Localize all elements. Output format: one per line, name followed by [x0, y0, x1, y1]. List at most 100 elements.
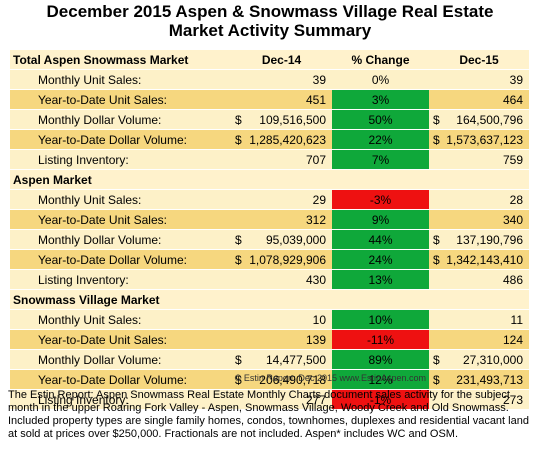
currency-symbol: $	[433, 232, 440, 247]
dollar-value: 27,310,000	[462, 352, 523, 367]
row-label: Year-to-Date Unit Sales:	[10, 209, 231, 230]
dec-15-value: 39	[429, 69, 529, 90]
dollar-value: 14,477,500	[265, 352, 326, 367]
dec-14-value: $95,039,000	[231, 229, 332, 250]
dec-15-value: $137,190,796	[429, 229, 529, 250]
currency-symbol: $	[433, 112, 440, 127]
dec-14-value: $1,285,420,623	[231, 129, 332, 150]
row-label: Monthly Unit Sales:	[10, 189, 231, 210]
column-header-change	[332, 289, 429, 310]
currency-symbol: $	[235, 252, 242, 267]
table-row: Year-to-Date Unit Sales: 312 9% 340	[10, 209, 529, 230]
table-row: Monthly Dollar Volume: $14,477,500 89% $27,…	[10, 349, 529, 370]
table-row: Listing Inventory: 430 13% 486	[10, 269, 529, 290]
dollar-value: 206,490,718	[259, 372, 326, 387]
column-header-prev: Dec-14	[231, 50, 332, 70]
section-header: Aspen Market	[10, 169, 529, 190]
dec-14-value: 451	[231, 89, 332, 110]
percent-change-cell: 13%	[332, 269, 429, 290]
row-label: Monthly Dollar Volume:	[10, 109, 231, 130]
row-label: Monthly Unit Sales:	[10, 309, 231, 330]
dollar-value: 164,500,796	[456, 112, 523, 127]
section-header: Total Aspen Snowmass Market Dec-14% Chang…	[10, 50, 529, 70]
dec-14-value: 139	[231, 329, 332, 350]
column-header-change: % Change	[332, 50, 429, 70]
dec-15-value: $27,310,000	[429, 349, 529, 370]
dollar-value: 1,573,637,123	[446, 132, 523, 147]
dollar-value: 109,516,500	[259, 112, 326, 127]
table-row: Listing Inventory: 707 7% 759	[10, 149, 529, 170]
dec-14-value: $109,516,500	[231, 109, 332, 130]
row-label: Monthly Dollar Volume:	[10, 229, 231, 250]
dec-14-value: $1,078,929,906	[231, 249, 332, 270]
row-label: Year-to-Date Unit Sales:	[10, 89, 231, 110]
percent-change-cell: 50%	[332, 109, 429, 130]
dollar-value: 231,493,713	[456, 372, 523, 387]
row-label: Year-to-Date Dollar Volume:	[10, 369, 231, 390]
currency-symbol: $	[433, 252, 440, 267]
section-name: Aspen Market	[10, 169, 231, 190]
column-header-curr	[429, 289, 529, 310]
footnote: The Estin Report: Aspen Snowmass Real Es…	[8, 389, 529, 440]
dec-14-value: 312	[231, 209, 332, 230]
dec-15-value: 486	[429, 269, 529, 290]
title-line-1: December 2015 Aspen & Snowmass Village R…	[46, 2, 494, 21]
dec-15-value: 28	[429, 189, 529, 210]
dollar-value: 137,190,796	[456, 232, 523, 247]
copyright-notice: © Estin Report: Dec 2015 www.EstinAspen.…	[234, 373, 426, 383]
dollar-value: 1,342,143,410	[446, 252, 523, 267]
percent-change-cell: 24%	[332, 249, 429, 270]
dec-15-value: $1,573,637,123	[429, 129, 529, 150]
table-row: Year-to-Date Unit Sales: 139 -11% 124	[10, 329, 529, 350]
currency-symbol: $	[433, 372, 440, 387]
row-label: Listing Inventory:	[10, 149, 231, 170]
row-label: Listing Inventory:	[10, 269, 231, 290]
currency-symbol: $	[433, 352, 440, 367]
section-header: Snowmass Village Market	[10, 289, 529, 310]
row-label: Year-to-Date Unit Sales:	[10, 329, 231, 350]
dec-14-value: 707	[231, 149, 332, 170]
currency-symbol: $	[235, 112, 242, 127]
dollar-value: 1,285,420,623	[249, 132, 326, 147]
percent-change-cell: -3%	[332, 189, 429, 210]
dec-15-value: $1,342,143,410	[429, 249, 529, 270]
section-name: Snowmass Village Market	[10, 289, 231, 310]
row-label: Listing Inventory:	[10, 389, 231, 410]
column-header-change	[332, 169, 429, 190]
dec-15-value: $164,500,796	[429, 109, 529, 130]
table-row: Monthly Unit Sales: 39 0% 39	[10, 69, 529, 90]
dec-14-value: 277	[231, 389, 332, 410]
dec-14-value: 29	[231, 189, 332, 210]
dec-14-value: $14,477,500	[231, 349, 332, 370]
column-header-prev	[231, 289, 332, 310]
table-row: Year-to-Date Dollar Volume: $1,078,929,90…	[10, 249, 529, 270]
table-row: Year-to-Date Dollar Volume: $1,285,420,62…	[10, 129, 529, 150]
table-row: Monthly Dollar Volume: $109,516,500 50% $16…	[10, 109, 529, 130]
column-header-curr: Dec-15	[429, 50, 529, 70]
dec-14-value: 10	[231, 309, 332, 330]
percent-change-cell: 9%	[332, 209, 429, 230]
market-activity-table: Total Aspen Snowmass Market Dec-14% Chang…	[10, 50, 529, 410]
dec-15-value: 124	[429, 329, 529, 350]
column-header-curr	[429, 169, 529, 190]
percent-change-cell: -1%	[332, 389, 429, 410]
table-row: Monthly Unit Sales: 29 -3% 28	[10, 189, 529, 210]
currency-symbol: $	[433, 132, 440, 147]
percent-change-cell: 89%	[332, 349, 429, 370]
title-line-2: Market Activity Summary	[168, 21, 372, 40]
percent-change-cell: 7%	[332, 149, 429, 170]
currency-symbol: $	[235, 232, 242, 247]
report-title: December 2015 Aspen & Snowmass Village R…	[0, 2, 540, 40]
dec-15-value: 759	[429, 149, 529, 170]
dec-15-value: 11	[429, 309, 529, 330]
row-label: Year-to-Date Dollar Volume:	[10, 249, 231, 270]
dec-15-value: 464	[429, 89, 529, 110]
row-label: Monthly Unit Sales:	[10, 69, 231, 90]
dec-15-value: 273	[429, 389, 529, 410]
row-label: Monthly Dollar Volume:	[10, 349, 231, 370]
dec-14-value: 430	[231, 269, 332, 290]
table-row: Monthly Dollar Volume: $95,039,000 44% $137…	[10, 229, 529, 250]
dollar-value: 95,039,000	[265, 232, 326, 247]
dollar-value: 1,078,929,906	[249, 252, 326, 267]
